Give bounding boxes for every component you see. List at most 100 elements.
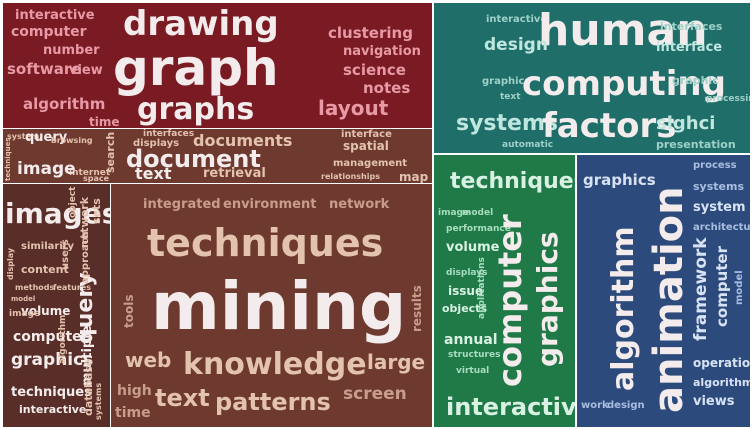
word: interactive: [486, 14, 548, 25]
word: structures: [448, 350, 501, 360]
word: model: [462, 208, 494, 218]
word: model: [11, 295, 36, 303]
word: processing: [706, 94, 750, 104]
word: images: [5, 197, 110, 230]
word: techniques: [11, 385, 92, 400]
word: map: [399, 170, 429, 183]
word: computer: [11, 24, 87, 40]
word: techniques: [450, 169, 575, 194]
word: approach: [80, 231, 91, 284]
word: content: [21, 263, 69, 276]
word: patterns: [215, 388, 331, 416]
word: interfaces: [660, 20, 723, 33]
word: systems: [94, 382, 103, 420]
word: large: [367, 350, 426, 374]
word: graph: [113, 39, 279, 97]
word: screen: [343, 384, 407, 404]
word: browsing: [51, 136, 93, 145]
word: interactive: [19, 403, 87, 416]
word: graphs: [137, 92, 255, 127]
word: image: [9, 309, 41, 319]
word: network: [329, 197, 390, 212]
word: integrated: [143, 197, 221, 212]
word: document: [126, 145, 261, 173]
word: displays: [446, 268, 488, 278]
word: drawing: [123, 4, 279, 44]
word: model: [734, 270, 745, 305]
topic-panel-mining: integrated environment network technique…: [111, 184, 432, 427]
word: navigation: [343, 44, 421, 59]
word: computer: [491, 214, 529, 387]
word: applications: [477, 257, 487, 319]
word: view: [69, 63, 103, 78]
word: time: [115, 405, 151, 421]
word: science: [343, 61, 406, 79]
word: systems: [693, 180, 744, 193]
word: methods: [15, 283, 55, 292]
word: displays: [133, 138, 180, 149]
word: architecture: [693, 222, 750, 233]
word: internet: [69, 168, 111, 178]
word: graphics: [482, 76, 531, 87]
word: framework: [691, 237, 711, 341]
word: sets: [90, 198, 103, 224]
word: interactive: [15, 8, 95, 23]
word: computer: [13, 329, 89, 345]
word: performance: [446, 224, 511, 234]
word: sighci: [656, 113, 716, 134]
word: text: [135, 164, 172, 183]
word: image: [438, 208, 470, 218]
word: systems: [456, 111, 558, 136]
word: graphics: [531, 231, 564, 367]
word: virtual: [456, 366, 490, 376]
word: time: [89, 115, 120, 128]
word: algorithms: [693, 376, 750, 389]
word: software: [7, 60, 82, 78]
word: number: [43, 43, 100, 58]
word: management: [333, 158, 408, 169]
word: layout: [318, 96, 389, 120]
word: spatial: [343, 139, 389, 153]
word: users: [60, 239, 71, 270]
word: operations: [693, 356, 750, 370]
topic-panel-graph: interactive computer number software vie…: [3, 3, 432, 128]
word: objects: [442, 302, 487, 315]
word: automatic: [502, 140, 554, 150]
word: interactive: [446, 393, 575, 421]
word: techniques: [147, 221, 384, 265]
word: volume: [446, 240, 500, 255]
topic-panel-images: images similarity content volume compute…: [3, 184, 110, 427]
word: design: [607, 400, 645, 411]
word: notes: [363, 79, 411, 97]
word: similarity: [21, 241, 75, 252]
word: environment: [223, 197, 317, 212]
word: animation: [646, 186, 692, 413]
word: display: [6, 247, 15, 280]
word: relationships: [321, 172, 380, 181]
word: human: [538, 5, 708, 56]
word: interface: [341, 129, 392, 140]
word: results: [410, 285, 424, 332]
word: graphic: [672, 74, 719, 87]
word: text: [500, 92, 521, 102]
word: interfaces: [143, 129, 195, 139]
word: query: [25, 130, 68, 145]
word: documents: [193, 131, 293, 150]
word: clustering: [328, 24, 413, 42]
topic-panel-human-computing: interactive human interfaces design inte…: [434, 3, 750, 153]
word: process: [693, 160, 737, 171]
word: retrieval: [203, 166, 266, 181]
word: computer: [713, 246, 731, 327]
word: views: [693, 394, 735, 409]
word: factors: [542, 106, 677, 146]
word: system: [7, 132, 40, 141]
word: interface: [656, 40, 723, 55]
word: graphics: [583, 171, 656, 189]
word: issue: [448, 284, 484, 298]
word: presentation: [656, 138, 736, 151]
word: web: [125, 348, 172, 372]
word: high: [117, 383, 152, 399]
word: algorithm: [606, 226, 641, 391]
topic-panel-document: system query browsing interfaces interfa…: [3, 129, 432, 183]
word: algorithm: [23, 95, 106, 113]
